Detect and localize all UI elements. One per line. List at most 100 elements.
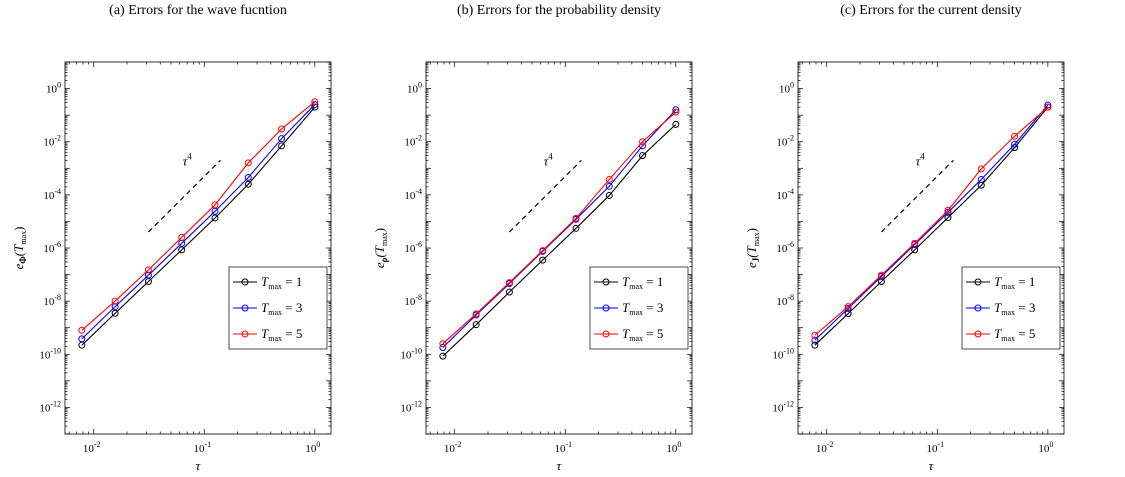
y-tick-label: 10-6	[404, 240, 422, 255]
y-tick-label: 10-2	[776, 134, 794, 149]
legend-swatch-marker	[241, 330, 249, 338]
data-point	[178, 246, 186, 254]
data-point	[811, 341, 819, 349]
y-tick-label: 10-8	[776, 293, 794, 308]
x-tick-label: 100	[666, 440, 681, 455]
data-point	[539, 247, 547, 255]
data-point	[911, 246, 919, 254]
y-tick-label: 10-12	[400, 399, 422, 414]
data-point	[977, 175, 985, 183]
slope-reference-line	[508, 159, 582, 233]
y-tick-label: 10-4	[43, 187, 61, 202]
data-point	[439, 344, 447, 352]
data-point	[911, 239, 919, 247]
series-line-1	[814, 106, 1049, 346]
data-point	[144, 266, 152, 274]
x-tick-label: 100	[1038, 440, 1053, 455]
legend-swatch-marker	[974, 278, 982, 286]
y-tick-label: 10-8	[404, 293, 422, 308]
data-point	[472, 310, 480, 318]
data-point	[211, 214, 219, 222]
data-point	[844, 310, 852, 318]
x-axis-label: τ	[557, 458, 563, 473]
data-point	[672, 120, 680, 128]
data-point	[1044, 103, 1052, 111]
series-line-2	[442, 109, 677, 348]
legend-swatch-marker	[974, 330, 982, 338]
data-point	[278, 125, 286, 133]
data-point	[144, 271, 152, 279]
y-axis-label: eρ(Tmax)	[372, 228, 389, 268]
y-tick-label: 100	[407, 81, 422, 96]
series-line-3	[814, 106, 1049, 336]
data-point	[311, 98, 319, 106]
legend-swatch-marker	[602, 304, 610, 312]
series-line-2	[814, 104, 1049, 341]
chart-title: (c) Errors for the current density	[840, 3, 1022, 18]
data-point	[111, 297, 119, 305]
slope-label: τ4	[916, 151, 926, 168]
data-point	[178, 233, 186, 241]
data-point	[78, 335, 86, 343]
y-tick-label: 10-10	[39, 346, 61, 361]
series-line-1	[442, 123, 677, 357]
chart-title: (a) Errors for the wave fucntion	[109, 3, 287, 18]
y-tick-label: 10-12	[772, 399, 794, 414]
slope-reference-line	[880, 159, 954, 233]
chart-panel-1: (a) Errors for the wave fucntion 10-2 10-1…	[11, 3, 332, 473]
data-point	[539, 256, 547, 264]
y-tick-label: 10-6	[776, 240, 794, 255]
data-point	[944, 208, 952, 216]
data-point	[505, 288, 513, 296]
data-point	[572, 224, 580, 232]
plot-area-frame	[797, 61, 1065, 435]
x-tick-label: 10-2	[83, 440, 101, 455]
slope-reference-line	[147, 159, 221, 233]
data-point	[1044, 101, 1052, 109]
legend: Tmax = 1 Tmax = 3 Tmax = 5	[961, 266, 1061, 350]
legend-entry: Tmax = 3	[994, 300, 1035, 317]
legend-entry: Tmax = 3	[622, 300, 663, 317]
x-tick-label: 10-1	[926, 440, 944, 455]
data-point	[472, 321, 480, 329]
data-point	[572, 214, 580, 222]
data-point	[278, 142, 286, 150]
data-point	[977, 165, 985, 173]
data-point	[844, 303, 852, 311]
legend-entry: Tmax = 5	[994, 326, 1035, 343]
y-tick-label: 10-4	[776, 187, 794, 202]
legend-entry: Tmax = 5	[622, 326, 663, 343]
legend-entry: Tmax = 3	[261, 300, 302, 317]
data-point	[639, 138, 647, 146]
series-line-2	[81, 104, 316, 340]
data-point	[877, 271, 885, 279]
series-line-1	[81, 106, 316, 346]
data-point	[505, 279, 513, 287]
data-point	[1011, 132, 1019, 140]
y-tick-label: 10-2	[43, 134, 61, 149]
legend-swatch-marker	[241, 278, 249, 286]
y-tick-label: 10-6	[43, 240, 61, 255]
data-point	[278, 135, 286, 143]
data-point	[439, 340, 447, 348]
y-tick-label: 100	[46, 81, 61, 96]
slope-label: τ4	[544, 151, 554, 168]
x-tick-label: 10-1	[554, 440, 572, 455]
slope-label: τ4	[183, 151, 193, 168]
data-point	[944, 214, 952, 222]
y-tick-label: 10-10	[772, 346, 794, 361]
y-tick-label: 100	[779, 81, 794, 96]
data-point	[811, 331, 819, 339]
data-point	[944, 206, 952, 214]
chart-title: (b) Errors for the probability density	[457, 3, 661, 18]
y-tick-label: 10-12	[39, 399, 61, 414]
data-point	[244, 159, 252, 167]
data-point	[439, 352, 447, 360]
x-axis-label: τ	[929, 458, 935, 473]
x-tick-label: 100	[305, 440, 320, 455]
data-point	[1011, 140, 1019, 148]
legend-swatch-marker	[602, 278, 610, 286]
legend: Tmax = 1 Tmax = 3 Tmax = 5	[228, 266, 328, 350]
data-point	[244, 180, 252, 188]
